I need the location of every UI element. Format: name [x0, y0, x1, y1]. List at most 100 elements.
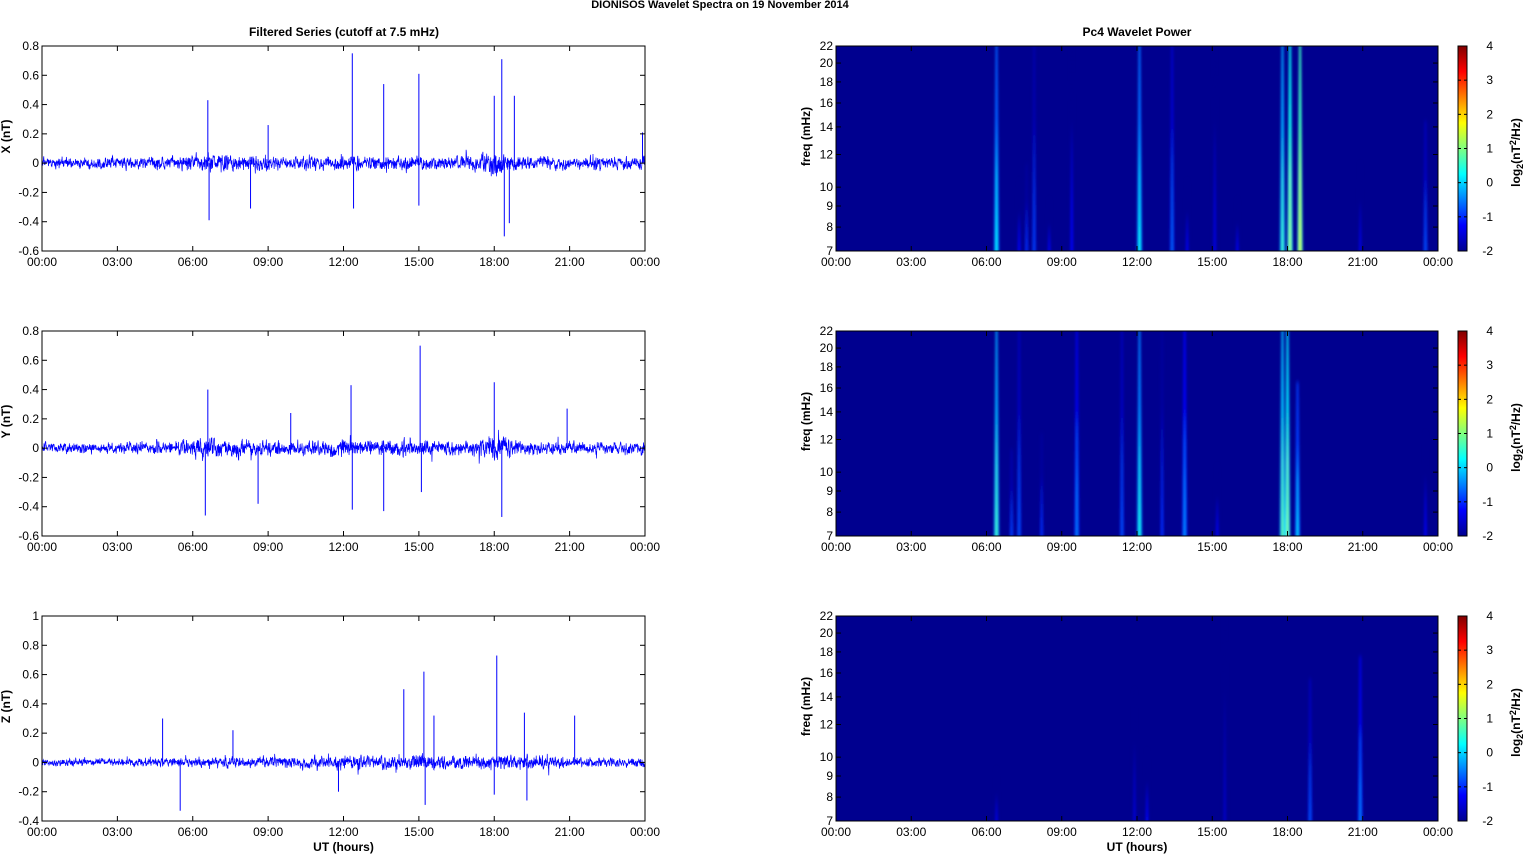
- colorbar-tick-label: 2: [1486, 107, 1493, 121]
- colorbar-tick-label: 1: [1486, 712, 1493, 726]
- power-streak-core: [1040, 474, 1043, 536]
- y-tick-label: 0: [32, 755, 39, 769]
- colorbar-tick-label: 3: [1486, 358, 1493, 372]
- colorbar-tick-label: 2: [1486, 677, 1493, 691]
- x-tick-label: 21:00: [1348, 825, 1378, 839]
- power-streak-core: [1010, 484, 1013, 536]
- colorbar-label-part: 2: [1508, 425, 1518, 430]
- x-tick-label: 03:00: [102, 825, 132, 839]
- x-tick-label: 09:00: [253, 540, 283, 554]
- power-streak-core: [1223, 689, 1226, 821]
- x-tick-label: 18:00: [479, 255, 509, 269]
- colorbar-tick-label: -2: [1482, 529, 1493, 543]
- y-tick-label: 20: [820, 56, 834, 70]
- y-tick-label: -0.6: [18, 244, 39, 258]
- colorbar-label-part: /Hz): [1509, 688, 1523, 710]
- x-tick-label: 21:00: [555, 540, 585, 554]
- colorbar-tick-label: -2: [1482, 814, 1493, 828]
- x-axis-label: UT (hours): [1107, 840, 1168, 854]
- y-tick-label: -0.6: [18, 529, 39, 543]
- power-streak-core: [1236, 223, 1239, 251]
- colorbar-tick-label: 3: [1486, 73, 1493, 87]
- x-tick-label: 00:00: [630, 825, 660, 839]
- y-tick-label: 14: [820, 690, 834, 704]
- y-tick-label: 22: [820, 39, 834, 53]
- y-axis-label: Y (nT): [0, 405, 13, 439]
- x-tick-label: 21:00: [555, 825, 585, 839]
- y-tick-label: 16: [820, 666, 834, 680]
- y-tick-label: 0.2: [22, 726, 39, 740]
- x-tick-label: 06:00: [178, 540, 208, 554]
- colorbar-tick-label: 4: [1486, 609, 1493, 623]
- y-tick-label: -0.4: [18, 500, 39, 514]
- power-streak-core: [1424, 171, 1427, 251]
- colorbar-label-part: (nT: [1509, 430, 1523, 449]
- spectrum-background: [836, 331, 1438, 536]
- y-tick-label: -0.4: [18, 814, 39, 828]
- x-tick-label: 00:00: [821, 540, 851, 554]
- power-streak-core: [1216, 495, 1219, 536]
- power-streak-core: [1213, 119, 1216, 251]
- x-tick-label: 21:00: [555, 255, 585, 269]
- x-tick-label: 03:00: [896, 255, 926, 269]
- colorbar-tick-label: 0: [1486, 461, 1493, 475]
- y-axis-label: freq (mHz): [799, 392, 813, 451]
- time-series-panel-y: -0.6 -0.4 -0.2 0 0.2 0.4 0.6 0.8 Y (nT) 00:00 03:0…: [0, 324, 660, 554]
- x-tick-label: 09:00: [1047, 540, 1077, 554]
- colorbar-label-part: 2: [1508, 710, 1518, 715]
- figure-title: DIONISOS Wavelet Spectra on 19 November …: [591, 0, 849, 11]
- power-streak-core: [1120, 404, 1124, 536]
- y-tick-label: 22: [820, 609, 834, 623]
- x-tick-label: 03:00: [896, 825, 926, 839]
- y-tick-label: 8: [826, 220, 833, 234]
- x-tick-label: 18:00: [1272, 825, 1302, 839]
- power-streak-core: [995, 793, 998, 821]
- colorbar-label: log2(nT2/Hz): [1508, 118, 1525, 187]
- y-tick-label: 0.2: [22, 127, 39, 141]
- y-tick-label: 12: [820, 148, 834, 162]
- plot-area: [42, 616, 645, 821]
- y-tick-label: -0.4: [18, 215, 39, 229]
- x-tick-label: 09:00: [253, 825, 283, 839]
- colorbar-label-part: 2: [1515, 734, 1525, 739]
- y-tick-label: 10: [820, 465, 834, 479]
- y-tick-label: 16: [820, 96, 834, 110]
- y-tick-label: 9: [826, 769, 833, 783]
- spectrum-background: [836, 46, 1438, 251]
- power-streak-core: [1186, 210, 1189, 251]
- x-tick-label: 03:00: [896, 540, 926, 554]
- x-tick-label: 15:00: [404, 540, 434, 554]
- noise-trace: [41, 149, 646, 177]
- noise-trace: [41, 753, 646, 776]
- y-tick-label: 0: [32, 156, 39, 170]
- y-tick-label: 10: [820, 180, 834, 194]
- x-tick-label: 18:00: [479, 540, 509, 554]
- colorbar-label-part: log: [1509, 169, 1523, 187]
- power-streak-core: [1281, 404, 1284, 536]
- y-tick-label: 1: [32, 609, 39, 623]
- power-streak-core: [1183, 404, 1186, 536]
- power-streak-core: [1288, 119, 1292, 251]
- y-tick-label: 9: [826, 484, 833, 498]
- x-tick-label: 00:00: [821, 255, 851, 269]
- x-axis-label: UT (hours): [313, 840, 374, 854]
- power-streak-core: [1286, 404, 1289, 536]
- y-tick-label: 0.4: [22, 697, 39, 711]
- y-tick-label: 0.6: [22, 668, 39, 682]
- x-tick-label: 00:00: [1423, 540, 1453, 554]
- x-tick-label: 12:00: [1122, 255, 1152, 269]
- y-tick-label: 12: [820, 433, 834, 447]
- x-tick-label: 18:00: [1272, 540, 1302, 554]
- y-tick-label: -0.2: [18, 785, 39, 799]
- power-streak-core: [1025, 199, 1028, 251]
- x-tick-label: 15:00: [1197, 255, 1227, 269]
- y-tick-label: 0: [32, 441, 39, 455]
- colorbar-tick-label: 2: [1486, 392, 1493, 406]
- power-streak-core: [1160, 404, 1164, 536]
- y-tick-label: 22: [820, 324, 834, 338]
- power-streak-core: [1017, 404, 1021, 536]
- colorbar-label-part: /Hz): [1509, 403, 1523, 425]
